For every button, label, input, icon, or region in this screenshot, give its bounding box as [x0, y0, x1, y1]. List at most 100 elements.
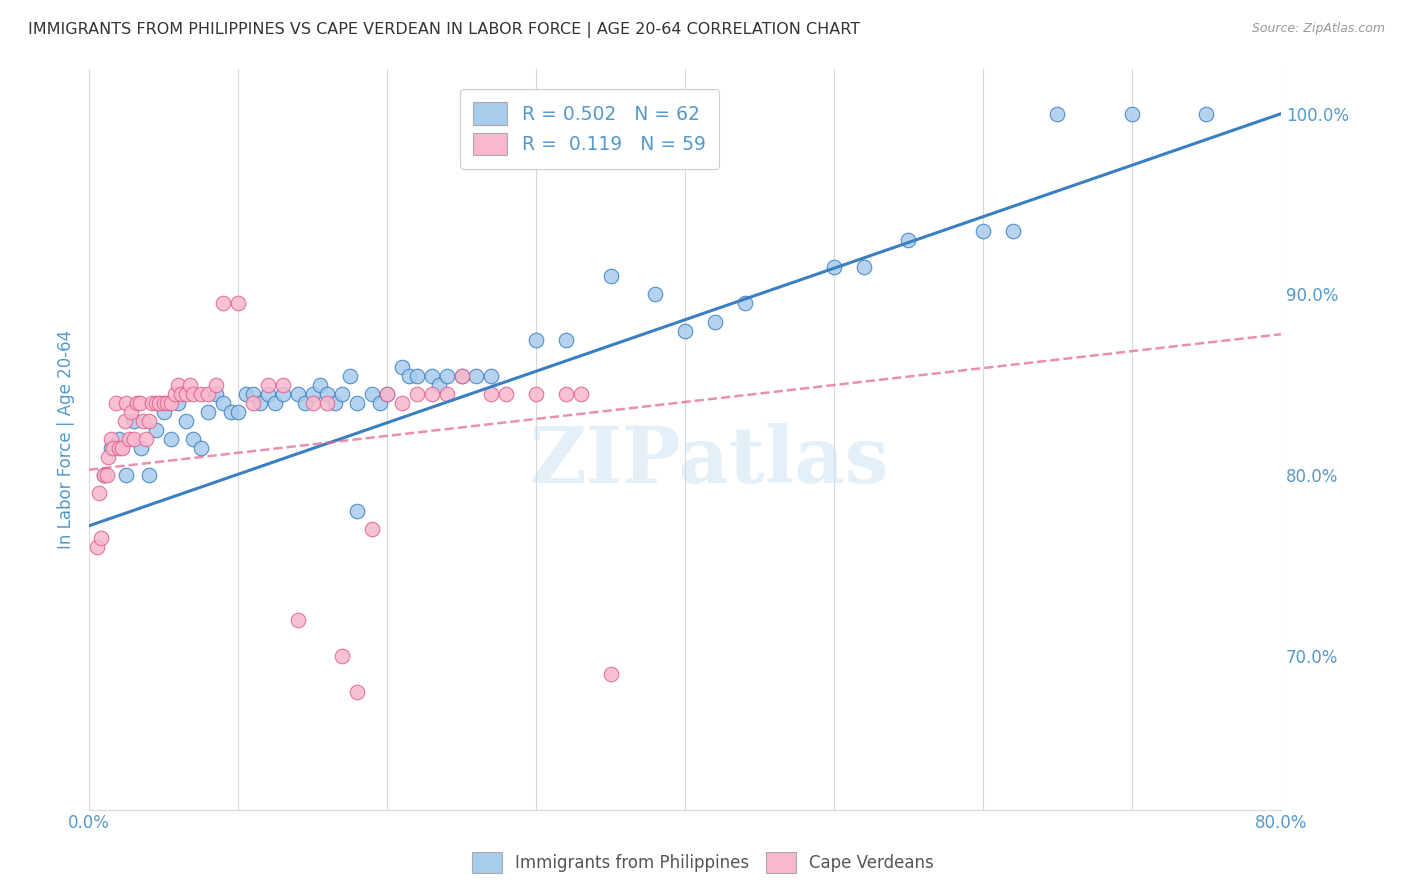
Point [141, 396, 163, 410]
Point [599, 269, 621, 284]
Point [125, 396, 148, 410]
Point [167, 377, 190, 392]
Point [167, 396, 190, 410]
Point [249, 396, 271, 410]
Point [734, 296, 756, 310]
Text: Source: ZipAtlas.com: Source: ZipAtlas.com [1251, 22, 1385, 36]
Point [398, 368, 420, 383]
Point [294, 396, 316, 410]
Point [316, 396, 339, 410]
Point [323, 396, 346, 410]
Point [104, 396, 127, 410]
Point [1046, 106, 1069, 120]
Point [93, 468, 115, 483]
Point [569, 387, 592, 401]
Point [339, 368, 361, 383]
Point [212, 296, 235, 310]
Point [131, 414, 153, 428]
Point [129, 441, 152, 455]
Point [644, 287, 666, 301]
Point [1121, 106, 1143, 120]
Point [242, 387, 264, 401]
Point [465, 368, 488, 383]
Point [190, 441, 212, 455]
Point [114, 414, 136, 428]
Point [135, 432, 157, 446]
Legend: R = 0.502   N = 62, R =  0.119   N = 59: R = 0.502 N = 62, R = 0.119 N = 59 [460, 89, 718, 169]
Point [226, 296, 249, 310]
Point [346, 396, 368, 410]
Point [405, 387, 427, 401]
Point [174, 387, 197, 401]
Point [183, 387, 205, 401]
Point [1001, 224, 1024, 238]
Point [346, 504, 368, 518]
Point [97, 450, 120, 464]
Point [122, 414, 145, 428]
Point [271, 377, 294, 392]
Point [301, 396, 323, 410]
Point [120, 405, 142, 419]
Point [179, 377, 201, 392]
Point [287, 613, 309, 627]
Point [599, 667, 621, 681]
Point [155, 396, 177, 410]
Point [235, 387, 257, 401]
Point [174, 414, 197, 428]
Point [375, 387, 398, 401]
Point [100, 441, 122, 455]
Point [287, 387, 309, 401]
Point [420, 387, 443, 401]
Point [330, 648, 353, 663]
Point [118, 432, 141, 446]
Point [427, 377, 450, 392]
Point [316, 387, 339, 401]
Point [264, 396, 287, 410]
Point [420, 368, 443, 383]
Point [108, 432, 131, 446]
Point [375, 387, 398, 401]
Point [257, 387, 280, 401]
Point [479, 368, 502, 383]
Point [152, 405, 174, 419]
Point [197, 387, 219, 401]
Point [108, 441, 131, 455]
Point [405, 368, 427, 383]
Point [450, 368, 472, 383]
Point [226, 405, 249, 419]
Point [346, 685, 368, 699]
Point [703, 314, 725, 328]
Point [436, 368, 458, 383]
Point [93, 468, 115, 483]
Point [330, 387, 353, 401]
Point [309, 377, 332, 392]
Point [90, 532, 112, 546]
Legend: Immigrants from Philippines, Cape Verdeans: Immigrants from Philippines, Cape Verdea… [465, 846, 941, 880]
Point [301, 387, 323, 401]
Point [368, 396, 391, 410]
Point [183, 432, 205, 446]
Point [554, 333, 576, 347]
Point [152, 396, 174, 410]
Point [242, 396, 264, 410]
Point [852, 260, 875, 275]
Point [204, 377, 226, 392]
Point [148, 396, 170, 410]
Text: IMMIGRANTS FROM PHILIPPINES VS CAPE VERDEAN IN LABOR FORCE | AGE 20-64 CORRELATI: IMMIGRANTS FROM PHILIPPINES VS CAPE VERD… [28, 22, 860, 38]
Point [190, 387, 212, 401]
Point [391, 359, 413, 374]
Point [361, 522, 384, 536]
Point [219, 405, 242, 419]
Point [160, 396, 183, 410]
Point [138, 414, 160, 428]
Point [86, 541, 108, 555]
Point [101, 441, 124, 455]
Point [204, 387, 226, 401]
Point [145, 396, 167, 410]
Point [212, 396, 235, 410]
Point [524, 387, 547, 401]
Point [524, 333, 547, 347]
Point [122, 432, 145, 446]
Point [100, 432, 122, 446]
Point [972, 224, 994, 238]
